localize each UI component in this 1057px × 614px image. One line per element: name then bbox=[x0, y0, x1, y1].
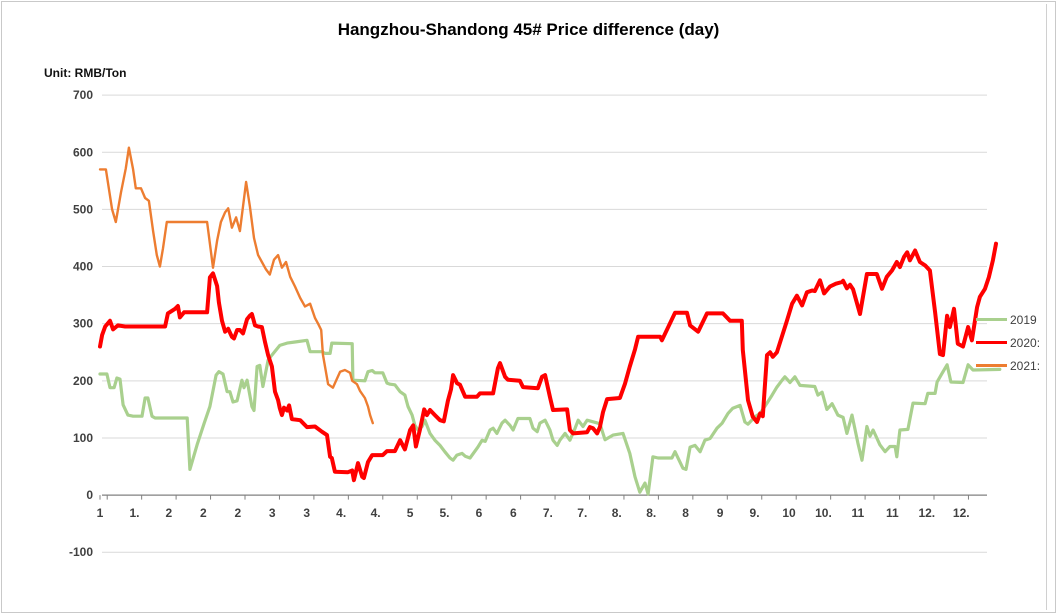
svg-text:3: 3 bbox=[269, 506, 276, 520]
svg-text:7.: 7. bbox=[543, 506, 553, 520]
svg-text:400: 400 bbox=[73, 260, 93, 274]
svg-text:600: 600 bbox=[73, 145, 93, 159]
svg-text:1.: 1. bbox=[129, 506, 139, 520]
svg-text:-100: -100 bbox=[69, 545, 93, 559]
series-2021-line bbox=[98, 146, 374, 425]
svg-text:6: 6 bbox=[476, 506, 483, 520]
svg-text:500: 500 bbox=[73, 202, 93, 216]
gridlines bbox=[102, 94, 987, 553]
svg-text:700: 700 bbox=[73, 88, 93, 102]
svg-text:6: 6 bbox=[510, 506, 517, 520]
legend-line-swatch-2021 bbox=[976, 364, 1007, 367]
svg-text:3: 3 bbox=[303, 506, 310, 520]
svg-text:9: 9 bbox=[717, 506, 724, 520]
svg-text:5: 5 bbox=[407, 506, 414, 520]
svg-text:8.: 8. bbox=[646, 506, 656, 520]
svg-text:4.: 4. bbox=[336, 506, 346, 520]
svg-text:8: 8 bbox=[682, 506, 689, 520]
svg-text:11: 11 bbox=[886, 506, 899, 520]
legend-line-swatch-2020 bbox=[976, 341, 1007, 344]
svg-text:100: 100 bbox=[73, 431, 93, 445]
unit-label: Unit: RMB/Ton bbox=[44, 66, 127, 80]
svg-text:4.: 4. bbox=[371, 506, 381, 520]
svg-text:12.: 12. bbox=[918, 506, 935, 520]
svg-text:0: 0 bbox=[86, 488, 93, 502]
svg-text:10: 10 bbox=[782, 506, 796, 520]
chart-frame-right-border bbox=[1046, 4, 1047, 610]
legend-item-2020[interactable]: 2020: bbox=[976, 331, 1054, 354]
series-2020-line bbox=[98, 241, 998, 483]
legend-line-swatch-2019 bbox=[976, 318, 1007, 321]
x-axis-ticks bbox=[99, 495, 969, 500]
legend-item-2021[interactable]: 2021: bbox=[976, 354, 1054, 377]
svg-text:12.: 12. bbox=[953, 506, 970, 520]
chart-title: Hangzhou-Shandong 45# Price difference (… bbox=[337, 20, 720, 39]
svg-text:2: 2 bbox=[234, 506, 241, 520]
x-axis-labels: 1 1. 2 2 2 3 3 4. 4. 5 5. 6 6 7. 7. 8. 8. 8 9 9. 10 10. 11 11 12… bbox=[97, 506, 970, 520]
svg-text:2: 2 bbox=[166, 506, 173, 520]
legend-item-2019[interactable]: 2019 bbox=[976, 308, 1054, 331]
svg-text:10.: 10. bbox=[815, 506, 832, 520]
svg-text:9.: 9. bbox=[750, 506, 760, 520]
y-axis-labels: 700 600 500 400 300 200 100 0 -100 bbox=[69, 88, 93, 559]
svg-text:8.: 8. bbox=[612, 506, 622, 520]
svg-text:2: 2 bbox=[200, 506, 207, 520]
legend-label-2021: 2021: bbox=[1010, 358, 1041, 373]
legend-label-2020: 2020: bbox=[1010, 335, 1041, 350]
legend: 2019 2020: 2021: bbox=[976, 308, 1054, 377]
svg-text:1: 1 bbox=[97, 506, 104, 520]
svg-text:300: 300 bbox=[73, 317, 93, 331]
legend-label-2019: 2019 bbox=[1010, 312, 1037, 327]
series-2019-line bbox=[98, 338, 1002, 496]
svg-text:7.: 7. bbox=[577, 506, 587, 520]
svg-text:200: 200 bbox=[73, 374, 93, 388]
svg-text:5.: 5. bbox=[439, 506, 449, 520]
svg-text:11: 11 bbox=[852, 506, 865, 520]
